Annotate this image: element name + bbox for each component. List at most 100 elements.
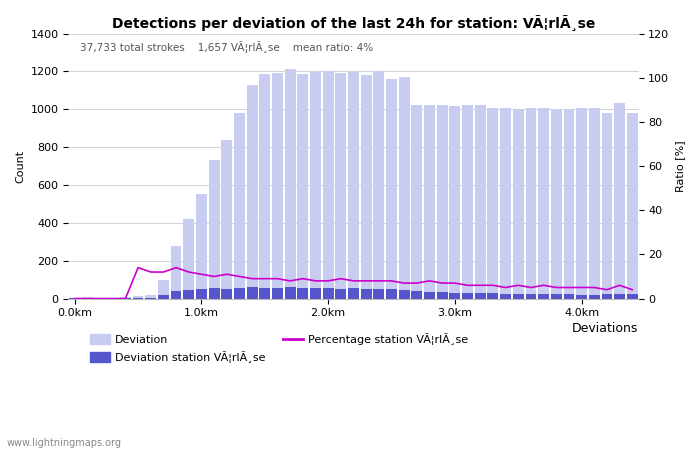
- Bar: [335, 289, 346, 298]
- Percentage station VÃ¦rlÃ¸se: [260, 276, 269, 281]
- Line: Percentage station VÃ¦rlÃ¸se: Percentage station VÃ¦rlÃ¸se: [75, 268, 632, 298]
- Bar: [513, 294, 524, 298]
- Text: www.lightningmaps.org: www.lightningmaps.org: [7, 438, 122, 448]
- Percentage station VÃ¦rlÃ¸se: [489, 283, 497, 288]
- Bar: [310, 288, 321, 298]
- Bar: [449, 107, 461, 298]
- Bar: [196, 194, 206, 298]
- Bar: [538, 294, 549, 298]
- Bar: [146, 295, 156, 298]
- Bar: [437, 104, 447, 298]
- Bar: [221, 289, 232, 298]
- Percentage station VÃ¦rlÃ¸se: [159, 270, 167, 275]
- Bar: [209, 160, 220, 298]
- Percentage station VÃ¦rlÃ¸se: [337, 276, 345, 281]
- Percentage station VÃ¦rlÃ¸se: [121, 296, 130, 301]
- Bar: [437, 292, 447, 298]
- Percentage station VÃ¦rlÃ¸se: [299, 276, 307, 281]
- Bar: [246, 287, 258, 298]
- Percentage station VÃ¦rlÃ¸se: [476, 283, 484, 288]
- Bar: [272, 73, 283, 298]
- Bar: [285, 68, 295, 298]
- Percentage station VÃ¦rlÃ¸se: [501, 285, 510, 290]
- Bar: [462, 105, 473, 298]
- Bar: [183, 290, 194, 298]
- Y-axis label: Count: Count: [15, 149, 25, 183]
- Bar: [348, 288, 359, 298]
- Percentage station VÃ¦rlÃ¸se: [349, 278, 358, 284]
- Percentage station VÃ¦rlÃ¸se: [235, 274, 244, 279]
- Bar: [260, 288, 270, 298]
- Percentage station VÃ¦rlÃ¸se: [286, 278, 294, 284]
- Bar: [221, 140, 232, 298]
- Percentage station VÃ¦rlÃ¸se: [565, 285, 573, 290]
- Percentage station VÃ¦rlÃ¸se: [312, 278, 320, 284]
- Percentage station VÃ¦rlÃ¸se: [172, 265, 181, 270]
- Bar: [335, 73, 346, 298]
- Percentage station VÃ¦rlÃ¸se: [451, 280, 459, 286]
- Bar: [158, 295, 169, 298]
- Bar: [386, 289, 397, 298]
- Bar: [424, 105, 435, 298]
- Percentage station VÃ¦rlÃ¸se: [374, 278, 383, 284]
- Percentage station VÃ¦rlÃ¸se: [71, 296, 79, 301]
- Bar: [82, 297, 93, 298]
- Bar: [564, 294, 574, 298]
- Y-axis label: Ratio [%]: Ratio [%]: [675, 140, 685, 192]
- Bar: [323, 72, 333, 298]
- Bar: [500, 108, 511, 298]
- Bar: [589, 295, 600, 298]
- Percentage station VÃ¦rlÃ¸se: [210, 274, 218, 279]
- Percentage station VÃ¦rlÃ¸se: [146, 270, 155, 275]
- Bar: [246, 85, 258, 298]
- Percentage station VÃ¦rlÃ¸se: [578, 285, 586, 290]
- Percentage station VÃ¦rlÃ¸se: [197, 271, 206, 277]
- Percentage station VÃ¦rlÃ¸se: [324, 278, 332, 284]
- Percentage station VÃ¦rlÃ¸se: [134, 265, 142, 270]
- Bar: [627, 113, 638, 298]
- Percentage station VÃ¦rlÃ¸se: [387, 278, 395, 284]
- Bar: [285, 287, 295, 298]
- Bar: [424, 292, 435, 298]
- Bar: [234, 288, 245, 298]
- Bar: [526, 294, 536, 298]
- Bar: [449, 293, 461, 298]
- Bar: [601, 113, 612, 298]
- Bar: [298, 288, 308, 298]
- Bar: [260, 74, 270, 298]
- Percentage station VÃ¦rlÃ¸se: [362, 278, 370, 284]
- Percentage station VÃ¦rlÃ¸se: [603, 287, 611, 292]
- Bar: [589, 108, 600, 298]
- Bar: [412, 105, 422, 298]
- Percentage station VÃ¦rlÃ¸se: [552, 285, 561, 290]
- Bar: [627, 294, 638, 298]
- Bar: [526, 108, 536, 298]
- Bar: [462, 293, 473, 298]
- Percentage station VÃ¦rlÃ¸se: [438, 280, 447, 286]
- Percentage station VÃ¦rlÃ¸se: [590, 285, 598, 290]
- Percentage station VÃ¦rlÃ¸se: [463, 283, 472, 288]
- Percentage station VÃ¦rlÃ¸se: [108, 296, 117, 301]
- Bar: [576, 295, 587, 298]
- Bar: [399, 77, 409, 298]
- Bar: [475, 105, 486, 298]
- Bar: [69, 297, 80, 298]
- Percentage station VÃ¦rlÃ¸se: [615, 283, 624, 288]
- Percentage station VÃ¦rlÃ¸se: [514, 283, 522, 288]
- Title: Detections per deviation of the last 24h for station: VÃ¦rlÃ¸se: Detections per deviation of the last 24h…: [112, 15, 595, 31]
- Bar: [500, 294, 511, 298]
- Percentage station VÃ¦rlÃ¸se: [426, 278, 434, 284]
- Bar: [158, 279, 169, 298]
- Percentage station VÃ¦rlÃ¸se: [628, 287, 636, 292]
- Bar: [209, 288, 220, 298]
- Bar: [551, 294, 561, 298]
- Bar: [386, 79, 397, 298]
- Bar: [146, 297, 156, 298]
- Bar: [576, 108, 587, 298]
- Bar: [614, 294, 625, 298]
- Bar: [551, 109, 561, 298]
- Bar: [399, 290, 409, 298]
- Bar: [234, 113, 245, 298]
- Bar: [298, 74, 308, 298]
- Bar: [475, 293, 486, 298]
